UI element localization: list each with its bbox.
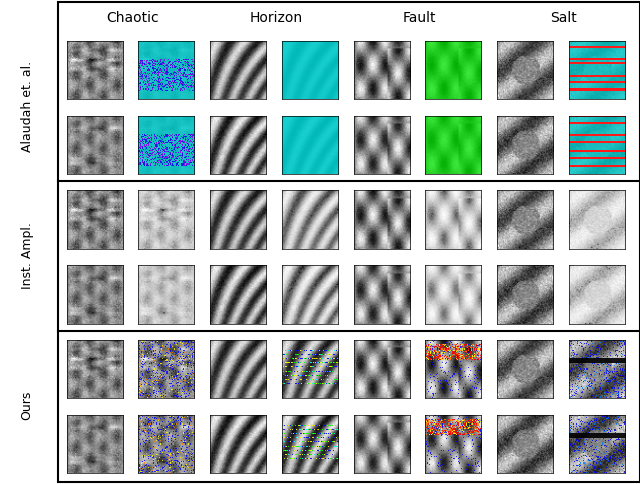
Text: Fault: Fault — [403, 11, 436, 25]
Text: Horizon: Horizon — [250, 11, 303, 25]
Text: Inst. Ampl.: Inst. Ampl. — [20, 222, 34, 289]
Text: Chaotic: Chaotic — [106, 11, 159, 25]
Text: Alaudah et. al.: Alaudah et. al. — [20, 60, 34, 152]
Text: Ours: Ours — [20, 391, 34, 420]
Text: Salt: Salt — [550, 11, 577, 25]
